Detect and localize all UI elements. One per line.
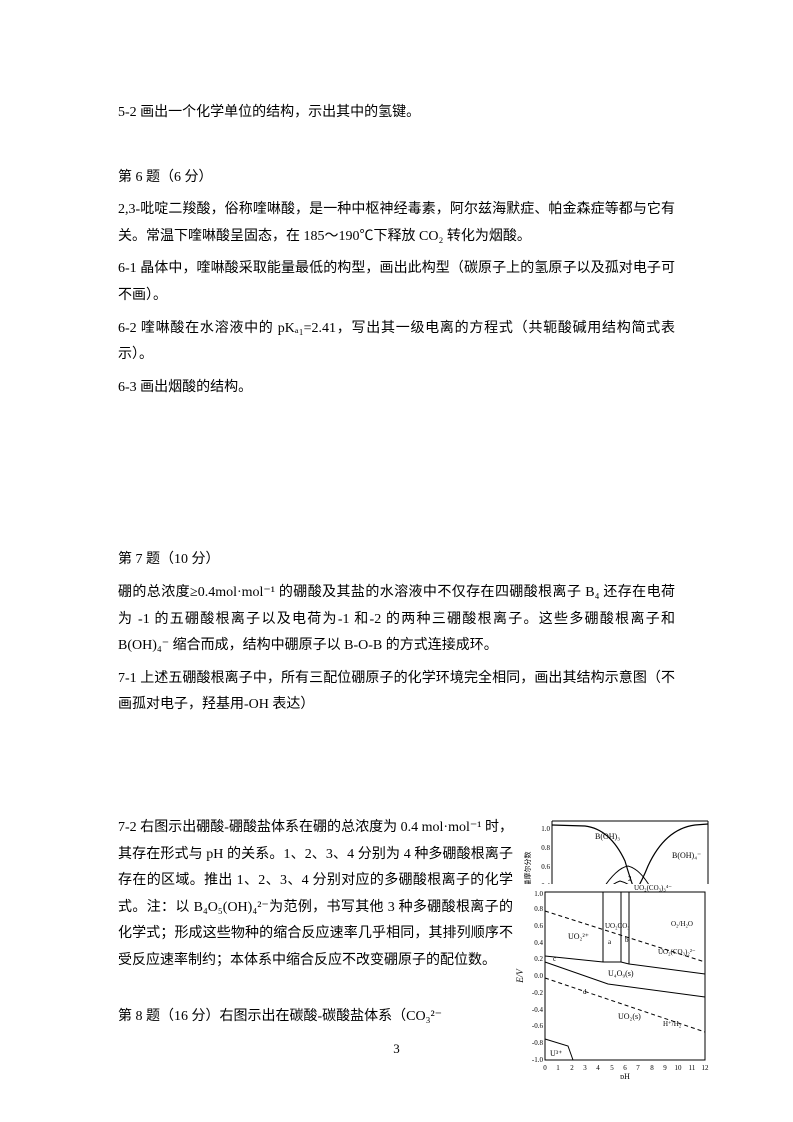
svg-text:0.6: 0.6 bbox=[534, 922, 543, 930]
svg-text:11: 11 bbox=[689, 1064, 696, 1072]
page: 5-2 画出一个化学单位的结构，示出其中的氢键。 第 6 题（6 分） 2,3-… bbox=[0, 0, 793, 1122]
gap bbox=[118, 725, 675, 815]
svg-text:-0.2: -0.2 bbox=[532, 989, 544, 997]
svg-text:-0.6: -0.6 bbox=[532, 1022, 544, 1030]
q7-2: 7-2 右图示出硼酸-硼酸盐体系在硼的总浓度为 0.4 mol·mol⁻¹ 时，… bbox=[118, 815, 513, 975]
label-uo2co3: UO₂CO₃ bbox=[605, 922, 630, 930]
svg-text:0: 0 bbox=[543, 1064, 547, 1072]
label-2: 2 bbox=[628, 875, 632, 883]
q8-text: 第 8 题（16 分）右图示出在碳酸-碳酸盐体系（CO₃²⁻ bbox=[118, 1004, 498, 1031]
svg-text:3: 3 bbox=[583, 1064, 587, 1072]
label-h2: H⁺/H₂ bbox=[663, 1020, 682, 1028]
svg-text:10: 10 bbox=[675, 1064, 683, 1072]
svg-text:9: 9 bbox=[663, 1064, 667, 1072]
q6-header: 第 6 题（6 分） bbox=[118, 165, 675, 192]
q6-2: 6-2 喹啉酸在水溶液中的 pKₐ₁=2.41，写出其一级电离的方程式（共轭酸碱… bbox=[118, 316, 675, 369]
label-uo22: UO₂²⁺ bbox=[568, 932, 589, 941]
svg-text:6: 6 bbox=[623, 1064, 627, 1072]
label-uo2s: UO₂(s) bbox=[618, 1012, 641, 1021]
page-number: 3 bbox=[0, 1037, 793, 1062]
svg-text:0.4: 0.4 bbox=[534, 939, 543, 947]
label-u4o9: U₄O₉(s) bbox=[608, 969, 634, 978]
svg-text:1.0: 1.0 bbox=[541, 825, 550, 833]
label-c: c bbox=[553, 955, 556, 963]
svg-text:8: 8 bbox=[650, 1064, 654, 1072]
svg-text:0.6: 0.6 bbox=[541, 863, 550, 871]
q6-3: 6-3 画出烟酸的结构。 bbox=[118, 375, 675, 402]
svg-text:0.0: 0.0 bbox=[534, 972, 543, 980]
gap bbox=[118, 407, 675, 547]
svg-text:0.2: 0.2 bbox=[534, 955, 543, 963]
svg-text:12: 12 bbox=[702, 1064, 710, 1072]
x-label: pH bbox=[620, 1072, 630, 1079]
svg-text:4: 4 bbox=[596, 1064, 600, 1072]
svg-text:1: 1 bbox=[556, 1064, 560, 1072]
svg-text:0.8: 0.8 bbox=[534, 905, 543, 913]
gap bbox=[118, 133, 675, 165]
q5-2-text: 5-2 画出一个化学单位的结构，示出其中的氢键。 bbox=[118, 100, 675, 127]
y-label: E/V bbox=[515, 968, 525, 984]
label-uo2co322: UO₂(CO₃)₂²⁻ bbox=[658, 948, 696, 956]
svg-text:1.0: 1.0 bbox=[534, 890, 543, 898]
label-o2: O₂/H₂O bbox=[671, 920, 693, 928]
label-d: d bbox=[583, 988, 587, 996]
q7-1: 7-1 上述五硼酸根离子中，所有三配位硼原子的化学环境完全相同，画出其结构示意图… bbox=[118, 666, 675, 719]
q8-block: 第 8 题（16 分）右图示出在碳酸-碳酸盐体系（CO₃²⁻ -1.0-0.8-… bbox=[118, 1004, 675, 1031]
svg-text:-0.4: -0.4 bbox=[532, 1006, 544, 1014]
label-boh3: B(OH)₃ bbox=[595, 832, 620, 841]
label-top: UO₂(CO₃)₃⁴⁻ bbox=[634, 884, 672, 892]
svg-text:5: 5 bbox=[610, 1064, 614, 1072]
label-b: b bbox=[625, 936, 629, 944]
q7-intro: 硼的总浓度≥0.4mol·mol⁻¹ 的硼酸及其盐的水溶液中不仅存在四硼酸根离子… bbox=[118, 580, 675, 660]
q6-intro: 2,3-吡啶二羧酸，俗称喹啉酸，是一种中枢神经毒素，阿尔兹海默症、帕金森症等都与… bbox=[118, 197, 675, 250]
q6-1: 6-1 晶体中，喹啉酸采取能量最低的构型，画出此构型（碳原子上的氢原子以及孤对电… bbox=[118, 256, 675, 309]
label-boh4: B(OH)₄⁻ bbox=[672, 851, 701, 860]
svg-text:0.8: 0.8 bbox=[541, 844, 550, 852]
svg-text:7: 7 bbox=[636, 1064, 640, 1072]
q7-header: 第 7 题（10 分） bbox=[118, 547, 675, 574]
svg-text:2: 2 bbox=[570, 1064, 574, 1072]
